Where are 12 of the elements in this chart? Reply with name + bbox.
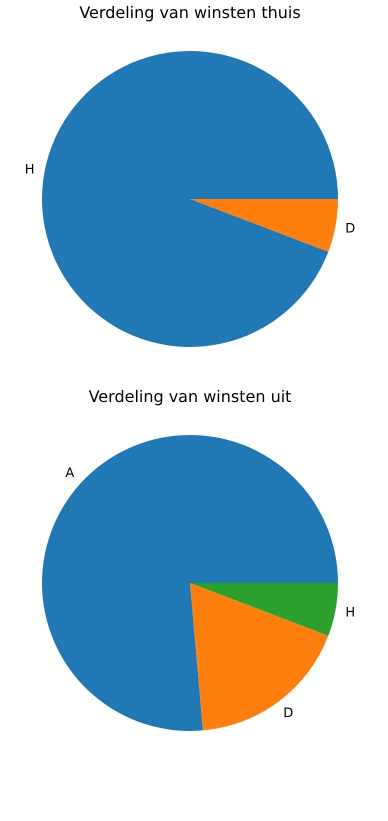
slice-label: D [283, 706, 294, 722]
pie-slice [190, 583, 328, 730]
slice-label: H [24, 162, 35, 178]
slice-label: D [345, 222, 356, 237]
slice-label: A [65, 466, 74, 481]
pie-slice [190, 583, 338, 636]
chart-title: Verdeling van winsten thuis [79, 3, 301, 22]
pie-slice [190, 199, 338, 252]
chart-title: Verdeling van winsten uit [88, 387, 292, 406]
slice-label: H [345, 606, 356, 621]
pie-slice [42, 435, 338, 731]
pie-slice [42, 51, 338, 347]
